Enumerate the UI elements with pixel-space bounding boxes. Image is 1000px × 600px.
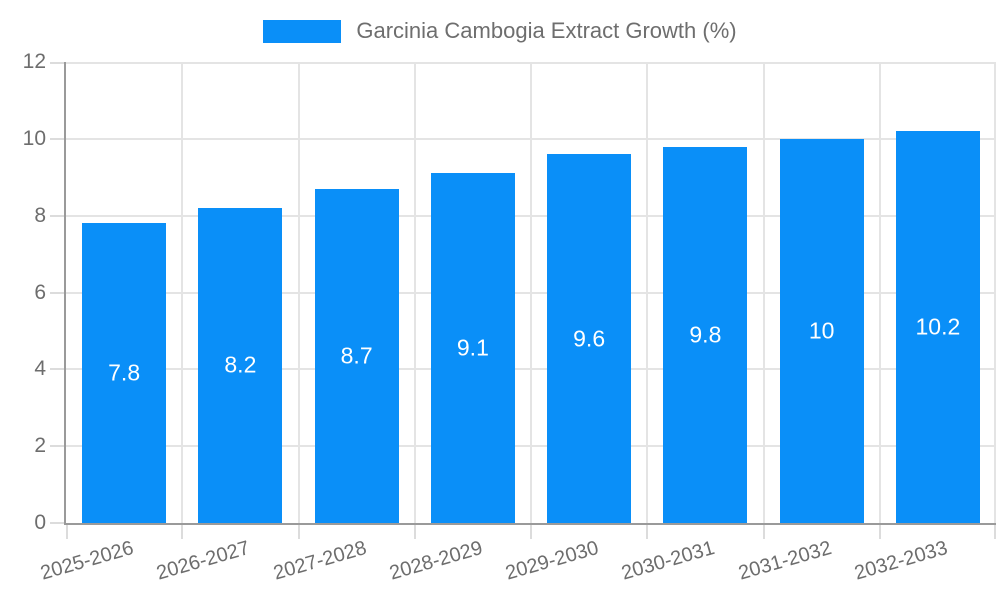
- bar-value-label: 8.7: [340, 342, 373, 369]
- y-tick-label: 4: [34, 357, 46, 381]
- y-tick-label: 12: [22, 50, 46, 73]
- plot-area: 7.8 8.2 8.7 9.1 9.6 9.8 10 10.2 0 2 4 6 8 10 12 2025-…: [23, 50, 996, 585]
- y-tick-mark: [50, 291, 64, 294]
- y-tick-mark: [50, 445, 64, 448]
- gridline-vertical: [181, 62, 184, 523]
- x-tick-mark: [66, 525, 68, 539]
- bar-value-label: 8.2: [224, 351, 257, 378]
- y-tick-mark: [50, 137, 64, 140]
- x-tick-mark: [413, 525, 416, 539]
- bar-value-label: 10.2: [915, 313, 961, 340]
- bar-value-label: 9.6: [573, 325, 606, 352]
- legend-label: Garcinia Cambogia Extract Growth (%): [356, 18, 737, 43]
- bar: 9.8: [663, 146, 748, 523]
- gridline-vertical: [762, 62, 765, 523]
- y-tick-label: 8: [34, 203, 46, 227]
- y-tick-mark: [50, 62, 64, 64]
- y-tick-mark: [50, 522, 64, 524]
- y-tick-label: 10: [22, 126, 46, 150]
- x-tick-mark: [530, 525, 532, 539]
- bar: 8.7: [314, 188, 399, 523]
- gridline-vertical: [297, 62, 300, 523]
- y-tick-label: 0: [34, 511, 46, 534]
- bar: 10.2: [895, 131, 980, 523]
- gridline-vertical: [878, 62, 881, 523]
- x-tick-mark: [181, 525, 184, 539]
- bar-value-label: 9.8: [689, 321, 722, 348]
- gridline-vertical: [994, 62, 996, 523]
- y-tick-label: 2: [34, 434, 46, 458]
- bar: 7.8: [82, 223, 167, 523]
- legend-swatch: [263, 19, 342, 43]
- bar-value-label: 10: [808, 317, 835, 344]
- y-tick-mark: [50, 368, 64, 371]
- gridline-vertical: [646, 62, 649, 523]
- x-tick-mark: [762, 525, 765, 539]
- y-tick-label: 6: [34, 280, 46, 304]
- x-tick-mark: [297, 525, 300, 539]
- bar: 10: [779, 138, 864, 523]
- bar: 9.1: [430, 173, 515, 523]
- bar-value-label: 9.1: [456, 334, 489, 361]
- bar: 9.6: [547, 154, 632, 523]
- bar: 8.2: [198, 207, 283, 523]
- x-tick-mark: [646, 525, 649, 539]
- gridline-vertical: [413, 62, 416, 523]
- y-tick-mark: [50, 214, 64, 217]
- legend: Garcinia Cambogia Extract Growth (%): [0, 18, 1000, 44]
- bar-value-label: 7.8: [108, 359, 141, 386]
- gridline-vertical: [530, 62, 532, 523]
- x-tick-mark: [994, 525, 996, 539]
- x-tick-mark: [878, 525, 881, 539]
